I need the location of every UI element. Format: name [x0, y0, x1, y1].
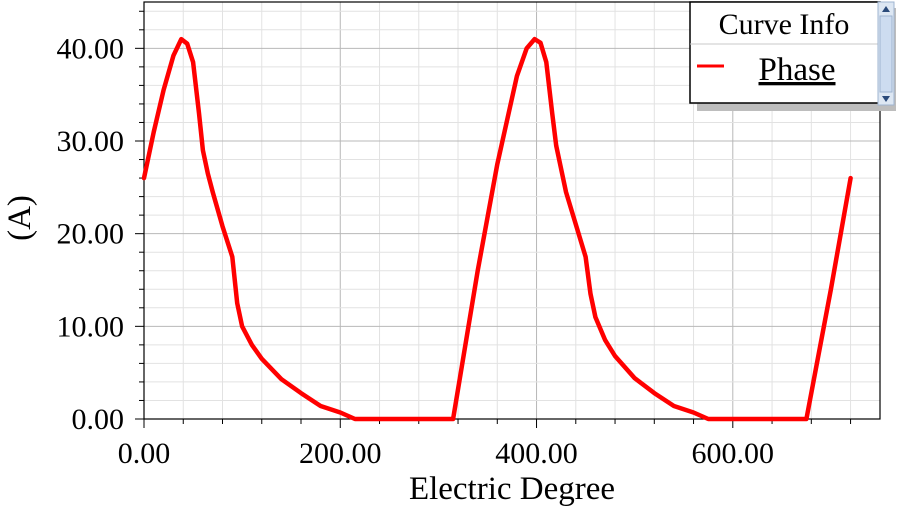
axes [135, 1, 881, 428]
series-layer [141, 36, 853, 422]
y-tick-label: 20.00 [57, 218, 125, 251]
legend: Curve Info Phase [689, 1, 896, 111]
scroll-down-arrow-icon[interactable] [882, 96, 890, 102]
legend-title: Curve Info [719, 8, 850, 41]
x-tick-label: 0.00 [118, 437, 171, 470]
plot-frame [143, 1, 881, 420]
tick-labels: 0.00 200.00 400.00 600.00 0.00 10.00 20.00 30.0… [57, 32, 775, 470]
legend-scroll-thumb[interactable] [879, 15, 893, 93]
x-axis-title: Electric Degree [409, 471, 615, 507]
legend-series-phase: Phase [759, 52, 836, 88]
scroll-up-arrow-icon[interactable] [882, 6, 890, 12]
y-tick-label: 0.00 [72, 403, 125, 436]
x-tick-label: 600.00 [692, 437, 775, 470]
x-tick-label: 200.00 [299, 437, 382, 470]
y-axis-title: (A) [2, 195, 38, 241]
x-tick-label: 400.00 [495, 437, 578, 470]
y-tick-label: 30.00 [57, 125, 125, 158]
legend-scrollbar[interactable] [877, 1, 895, 106]
series-line-phase [141, 36, 853, 422]
y-tick-label: 10.00 [57, 310, 125, 343]
legend-box [689, 1, 881, 104]
y-tick-label: 40.00 [57, 32, 125, 65]
